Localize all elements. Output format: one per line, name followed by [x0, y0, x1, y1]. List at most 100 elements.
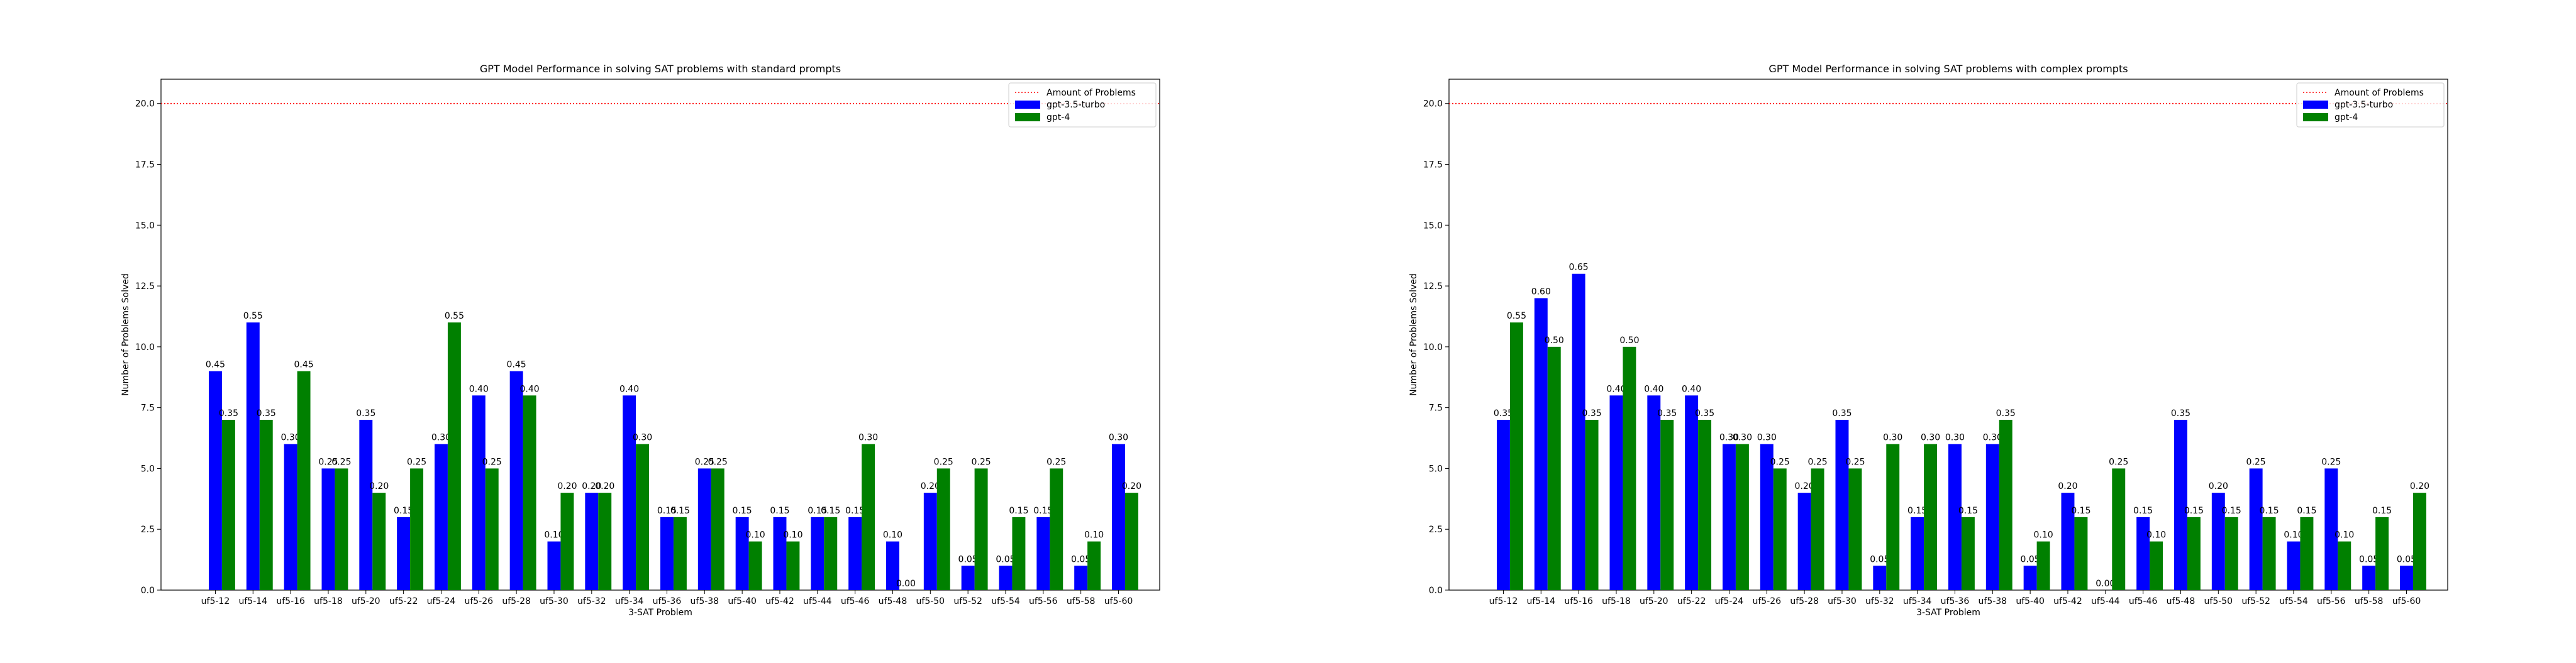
bar-data-label: 0.35 [2171, 408, 2190, 419]
bar-data-label: 0.30 [633, 433, 652, 443]
bar-data-label: 0.10 [2334, 530, 2354, 540]
bar-data-label: 0.35 [1832, 408, 1852, 419]
bar-data-label: 0.15 [2260, 506, 2279, 516]
bar-gpt35 [359, 420, 373, 590]
bar-data-label: 0.10 [2284, 530, 2303, 540]
x-tick-label: uf5-54 [2279, 596, 2308, 606]
bar-data-label: 0.15 [2222, 506, 2241, 516]
x-tick-label: uf5-16 [276, 596, 305, 606]
legend: Amount of Problems gpt-3.5-turbo gpt-4 [1008, 82, 1157, 128]
bar-gpt4 [748, 541, 762, 590]
x-tick-label: uf5-28 [1790, 596, 1819, 606]
bar-gpt4 [297, 371, 311, 590]
bar-gpt35 [1985, 444, 1999, 590]
y-tick-label: 0.0 [1429, 586, 1443, 596]
bar-data-label: 0.25 [1845, 457, 1865, 467]
x-tick-label: uf5-34 [1903, 596, 1932, 606]
bar-gpt35 [735, 517, 749, 590]
bar-gpt35 [848, 517, 862, 590]
bar-gpt4 [1547, 346, 1561, 590]
bar-gpt35 [1797, 493, 1811, 590]
legend-label-gpt35: gpt-3.5-turbo [2334, 100, 2393, 110]
bar-data-label: 0.40 [619, 384, 639, 394]
bar-data-label: 0.35 [1657, 408, 1677, 419]
bar-data-label: 0.55 [243, 311, 263, 321]
bar-data-label: 0.15 [733, 506, 752, 516]
x-tick-label: uf5-36 [1941, 596, 1970, 606]
bar-data-label: 0.65 [1569, 263, 1589, 273]
x-tick-label: uf5-18 [314, 596, 343, 606]
bar-gpt35 [1036, 517, 1050, 590]
x-tick-label: uf5-56 [2317, 596, 2346, 606]
x-tick-label: uf5-48 [879, 596, 908, 606]
bar-data-label: 0.00 [2096, 579, 2115, 589]
x-tick-label: uf5-38 [691, 596, 719, 606]
x-tick-label: uf5-28 [502, 596, 531, 606]
bar-data-label: 0.30 [281, 433, 301, 443]
bar-gpt4 [2375, 517, 2389, 590]
bar-data-label: 0.15 [2297, 506, 2316, 516]
bar-gpt35 [2061, 493, 2075, 590]
bar-gpt4 [1961, 517, 1975, 590]
x-tick-label: uf5-24 [427, 596, 456, 606]
bar-gpt35 [284, 444, 297, 590]
x-tick-label: uf5-26 [1753, 596, 1782, 606]
x-tick-label: uf5-58 [2355, 596, 2384, 606]
bar-data-label: 0.60 [1531, 287, 1551, 297]
x-tick-label: uf5-40 [2016, 596, 2045, 606]
x-tick-label: uf5-20 [1640, 596, 1668, 606]
bar-data-label: 0.40 [1606, 384, 1626, 394]
x-tick-label: uf5-38 [1979, 596, 2007, 606]
bar-data-label: 0.25 [1807, 457, 1827, 467]
y-tick-label: 5.0 [141, 464, 155, 474]
x-tick-label: uf5-44 [803, 596, 832, 606]
y-tick-label: 12.5 [1423, 282, 1443, 292]
bar-gpt35 [1647, 395, 1661, 590]
bar-data-label: 0.25 [482, 457, 502, 467]
bar-data-label: 0.10 [783, 530, 802, 540]
bar-data-label: 0.40 [1644, 384, 1663, 394]
bar-data-label: 0.35 [219, 408, 238, 419]
y-tick-label: 5.0 [1429, 464, 1443, 474]
bar-data-label: 0.10 [745, 530, 765, 540]
x-axis-label: 3-SAT Problem [1916, 608, 1980, 618]
bar-gpt35 [1609, 395, 1623, 590]
bar-gpt4 [2150, 541, 2163, 590]
y-tick-label: 10.0 [135, 342, 155, 353]
bar-gpt35 [697, 468, 711, 590]
chart-panel-2: GPT Model Performance in solving SAT pro… [1409, 63, 2448, 618]
bar-data-label: 0.25 [407, 457, 426, 467]
bar-gpt35 [434, 444, 448, 590]
bar-gpt4 [2262, 517, 2276, 590]
bar-data-label: 0.10 [2146, 530, 2166, 540]
bar-gpt35 [208, 371, 222, 590]
x-tick-label: uf5-22 [389, 596, 418, 606]
bar-gpt35 [1534, 298, 1548, 590]
bar-data-label: 0.20 [595, 481, 614, 491]
bar-gpt4 [636, 444, 650, 590]
bar-data-label: 0.15 [821, 506, 840, 516]
bar-data-label: 0.15 [845, 506, 865, 516]
bar-gpt35 [1911, 517, 1924, 590]
bar-data-label: 0.05 [1870, 554, 1889, 564]
bar-gpt35 [811, 517, 824, 590]
chart-panel-1: GPT Model Performance in solving SAT pro… [121, 63, 1160, 618]
bar-gpt4 [1886, 444, 1900, 590]
legend-label-reference: Amount of Problems [1046, 88, 1136, 98]
bar-data-label: 0.05 [996, 554, 1015, 564]
x-tick-label: uf5-60 [2392, 596, 2421, 606]
bar-gpt35 [2211, 493, 2225, 590]
bar-gpt4 [447, 322, 461, 590]
x-tick-label: uf5-16 [1564, 596, 1593, 606]
bar-data-label: 0.15 [394, 506, 413, 516]
x-tick-label: uf5-26 [465, 596, 494, 606]
bar-gpt4 [1848, 468, 1862, 590]
bar-gpt35 [2136, 517, 2150, 590]
bar-data-label: 0.30 [1733, 433, 1752, 443]
bar-gpt4 [1050, 468, 1063, 590]
bar-gpt4 [410, 468, 424, 590]
bar-data-label: 0.25 [331, 457, 351, 467]
bar-data-label: 0.30 [431, 433, 451, 443]
bar-data-label: 0.25 [318, 457, 338, 467]
